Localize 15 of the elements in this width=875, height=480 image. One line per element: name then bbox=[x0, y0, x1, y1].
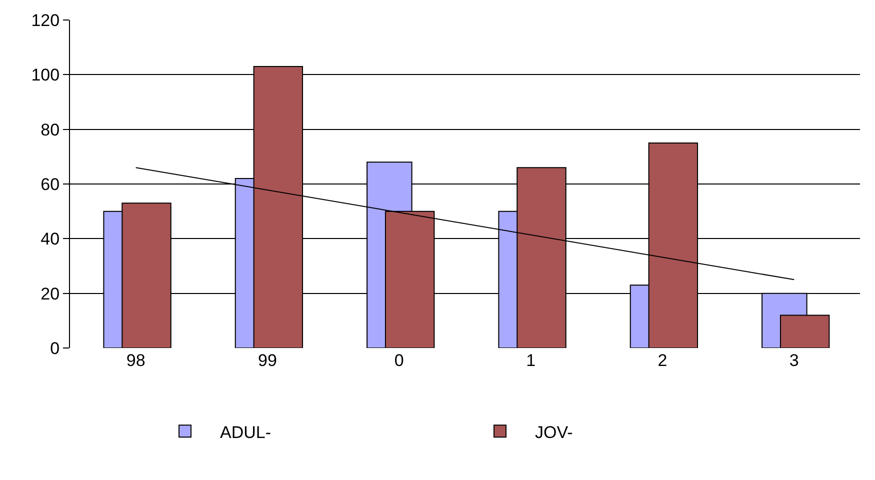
legend-label: JOV- bbox=[535, 422, 573, 442]
y-tick-label: 20 bbox=[40, 284, 60, 304]
y-tick-label: 40 bbox=[40, 230, 60, 249]
x-tick-label: 0 bbox=[394, 351, 404, 370]
y-tick-label: 0 bbox=[50, 338, 60, 358]
y-tick-label: 100 bbox=[31, 66, 60, 85]
x-tick-label: 3 bbox=[789, 351, 799, 370]
x-tick-label: 99 bbox=[258, 351, 277, 370]
x-tick-label: 98 bbox=[126, 351, 146, 370]
y-tick-label: 60 bbox=[40, 174, 60, 194]
legend-label: ADUL- bbox=[220, 422, 272, 442]
x-tick-label: 1 bbox=[526, 351, 536, 370]
y-tick-label: 80 bbox=[40, 120, 60, 140]
y-tick-label: 120 bbox=[31, 10, 60, 30]
x-tick-label: 2 bbox=[658, 351, 668, 370]
